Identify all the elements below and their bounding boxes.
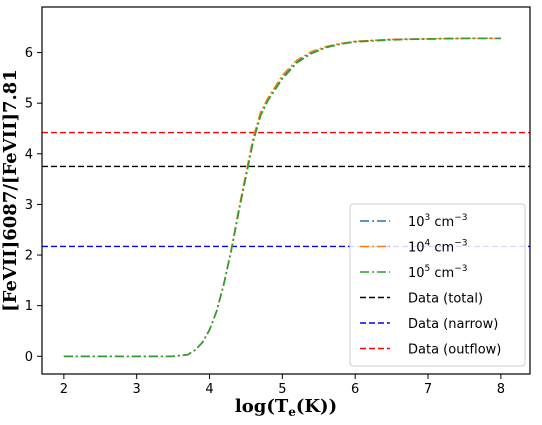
- x-axis-label: log(Te(K)): [235, 396, 337, 419]
- y-axis-label: [FeVII]6087/[FeVII]7.81: [0, 69, 21, 312]
- x-tick-label: 2: [60, 382, 68, 397]
- legend-entry: 104 cm−3: [408, 239, 468, 256]
- x-tick-label: 7: [424, 382, 432, 397]
- plot-frame: [41, 6, 531, 375]
- legend-entry: Data (outflow): [408, 343, 501, 358]
- series-line-5: [63, 37, 501, 358]
- y-tick-label: 5: [25, 97, 33, 112]
- y-tick-label: 0: [25, 350, 33, 365]
- axis-ticks: 2 3 4 5 6 7 8 0 1 2 3 4 5 6: [25, 46, 505, 397]
- x-tick-label: 4: [205, 382, 213, 397]
- x-tick-label: 3: [133, 382, 141, 397]
- legend-entry: 103 cm−3: [408, 213, 468, 230]
- legend-entry: Data (narrow): [408, 317, 498, 332]
- y-tick-label: 6: [25, 46, 33, 61]
- y-tick-label: 4: [25, 147, 33, 162]
- x-tick-label: 6: [351, 382, 359, 397]
- legend: 103 cm−3 104 cm−3 105 cm−3 Data (total) Data…: [349, 203, 526, 367]
- legend-entry: 105 cm−3: [408, 264, 468, 281]
- y-tick-label: 2: [25, 249, 33, 264]
- legend-box: [349, 203, 526, 367]
- plot-area: [42, 37, 530, 358]
- y-tick-label: 3: [25, 198, 33, 213]
- x-tick-label: 8: [497, 382, 505, 397]
- x-tick-label: 5: [278, 382, 286, 397]
- y-tick-label: 1: [25, 299, 33, 314]
- legend-entry: Data (total): [408, 292, 483, 307]
